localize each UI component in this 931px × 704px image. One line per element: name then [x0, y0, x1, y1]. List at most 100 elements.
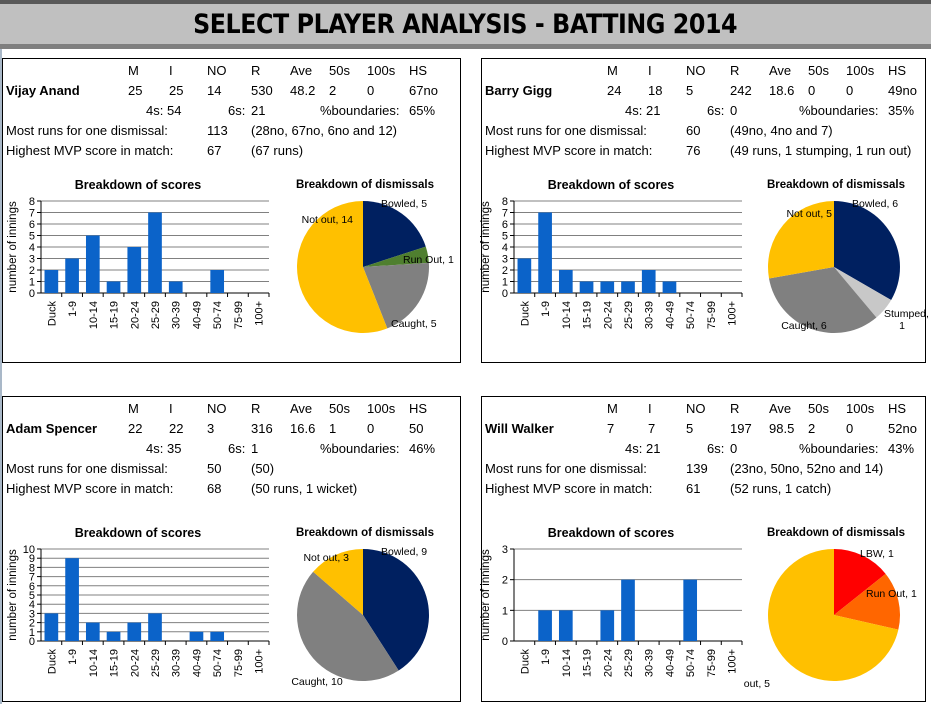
bar-25-29: [621, 579, 635, 641]
stat-value-no: 3: [207, 421, 215, 436]
y-tick-label: 4: [502, 242, 508, 254]
most-runs-label: Most runs for one dismissal:: [485, 461, 647, 476]
pie-chart-title: Breakdown of dismissals: [296, 527, 434, 539]
x-tick-label: 30-39: [644, 301, 656, 329]
boundaries-value: 65%: [409, 103, 436, 118]
fours-value: 54: [167, 103, 182, 118]
stat-value-hs: 49no: [888, 83, 917, 98]
y-tick-label: 1: [502, 277, 508, 289]
x-tick-label: Duck: [46, 649, 58, 675]
pie-slice-caught: [297, 571, 399, 681]
stat-value-no: 14: [207, 83, 222, 98]
x-tick-label: Duck: [46, 301, 58, 327]
stat-header-i: I: [648, 401, 652, 416]
y-tick-label: 7: [29, 208, 35, 220]
stat-value-i: 25: [169, 83, 184, 98]
stat-value-r: 197: [730, 421, 752, 436]
scores-bar-chart: Breakdown of scores 0 1 2 3 number of innings…: [480, 526, 743, 677]
x-tick-label: 10-14: [561, 649, 573, 677]
y-axis-label: number of innings: [7, 201, 19, 293]
x-tick-label: Duck: [519, 649, 531, 675]
y-tick-label: 8: [29, 196, 35, 208]
stat-value-50s: 0: [808, 83, 816, 98]
x-tick-label: 30-39: [171, 301, 183, 329]
y-tick-label: 4: [29, 242, 35, 254]
stat-header-i: I: [169, 401, 173, 416]
pie-slice-run-out: [363, 246, 429, 267]
stat-value-i: 7: [648, 421, 656, 436]
pie-slice-bowled: [834, 201, 900, 300]
pie-label-not-out: Not out, 5: [786, 208, 832, 220]
x-tick-label: 40-49: [664, 649, 676, 677]
bar-1-9: [538, 610, 552, 641]
stat-value-no: 5: [686, 421, 694, 436]
boundaries-label: %boundaries:: [799, 103, 879, 118]
y-tick-label: 4: [29, 599, 35, 611]
bar-50-74: [210, 631, 225, 641]
y-tick-label: 2: [29, 265, 35, 277]
x-tick-label: 20-24: [129, 301, 141, 329]
stat-value-ave: 48.2: [290, 83, 316, 98]
x-tick-label: 75-99: [233, 301, 245, 329]
highest-mvp-detail: (50 runs, 1 wicket): [251, 481, 358, 496]
x-tick-label: 1-9: [67, 649, 79, 665]
sixes-label: 6s:: [228, 103, 246, 118]
bar-Duck: [517, 258, 532, 293]
y-tick-label: 8: [29, 562, 35, 574]
stat-header-r: R: [251, 63, 261, 78]
player-name: Vijay Anand: [6, 83, 80, 98]
stat-header-m: M: [128, 63, 139, 78]
boundaries-value: 35%: [888, 103, 915, 118]
pie-slice-caught: [769, 267, 877, 333]
boundaries-value: 46%: [409, 441, 436, 456]
stat-value-ave: 18.6: [769, 83, 795, 98]
x-tick-label: 30-39: [171, 649, 183, 677]
x-tick-label: 15-19: [109, 649, 121, 677]
title-banner: SELECT PLAYER ANALYSIS - BATTING 2014: [0, 4, 931, 44]
player-panel-will-walker: M I NO R Ave 50s 100s HS Will Walker 7 7 5 197 98.5 2 0…: [480, 396, 926, 702]
stat-value-r: 316: [251, 421, 273, 436]
pie-label-not-out: Not out, 14: [302, 214, 354, 226]
x-tick-label: 75-99: [233, 649, 245, 677]
x-tick-label: 1-9: [67, 301, 79, 317]
dismissals-pie-chart: Breakdown of dismissals Bowled, 6 Stumped,…: [767, 179, 929, 333]
x-tick-label: 20-24: [129, 649, 141, 677]
pie-slice-stumped: [834, 267, 892, 318]
most-runs-detail: (50): [251, 461, 275, 476]
y-tick-label: 7: [29, 572, 35, 584]
bar-20-24: [600, 281, 615, 293]
most-runs-value: 50: [207, 461, 222, 476]
sixes-label: 6s:: [228, 441, 246, 456]
bar-chart-title: Breakdown of scores: [548, 526, 674, 540]
y-tick-label: 2: [502, 265, 508, 277]
bar-10-14: [85, 235, 100, 293]
sixes-value: 1: [251, 441, 259, 456]
dismissals-pie-chart: Breakdown of dismissals LBW, 1 Run Out, 1 N…: [744, 527, 917, 690]
x-tick-label: 100+: [254, 649, 266, 674]
sixes-value: 21: [251, 103, 266, 118]
highest-mvp-value: 76: [686, 143, 701, 158]
most-runs-label: Most runs for one dismissal:: [6, 461, 168, 476]
y-tick-label: 1: [29, 627, 35, 639]
x-tick-label: 30-39: [644, 649, 656, 677]
x-tick-label: 10-14: [561, 301, 573, 329]
most-runs-label: Most runs for one dismissal:: [6, 123, 168, 138]
player-name: Barry Gigg: [485, 83, 553, 98]
stat-header-r: R: [730, 401, 740, 416]
y-axis-label: number of innings: [480, 201, 492, 293]
pie-slice-not-out: [297, 201, 388, 333]
y-tick-label: 3: [502, 544, 508, 556]
stat-value-50s: 1: [329, 421, 337, 436]
fours-label: 4s:: [625, 441, 643, 456]
bar-40-49: [662, 281, 677, 293]
x-tick-label: 15-19: [582, 301, 594, 329]
y-tick-label: 0: [502, 288, 508, 300]
bar-Duck: [44, 270, 59, 293]
sixes-label: 6s:: [707, 103, 725, 118]
x-tick-label: 100+: [254, 301, 266, 326]
stat-header-r: R: [251, 401, 261, 416]
bar-15-19: [106, 281, 121, 293]
pie-slice-not-out: [768, 549, 899, 681]
sixes-value: 0: [730, 103, 738, 118]
